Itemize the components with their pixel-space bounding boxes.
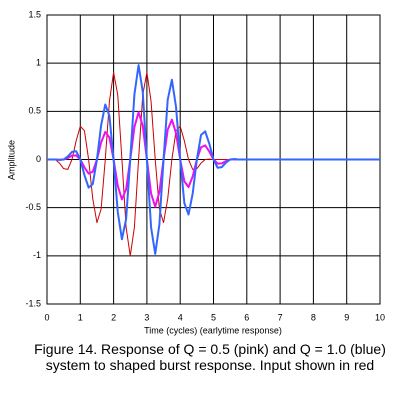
data-line [46, 71, 380, 257]
x-tick-label: 10 [375, 312, 385, 322]
x-tick-label: 3 [144, 312, 149, 322]
y-tick-label: -1 [33, 250, 41, 260]
y-tick-label: 0 [36, 154, 41, 164]
y-tick-label: 1.5 [28, 9, 41, 19]
y-tick-label: 0.5 [28, 106, 41, 116]
x-tick-label: 1 [78, 312, 83, 322]
x-tick-label: 9 [344, 312, 349, 322]
chart: Amplitude Time (cycles) (earlytime respo… [6, 9, 385, 335]
x-tick-label: 0 [44, 312, 49, 322]
y-axis-label: Amplitude [6, 140, 16, 180]
x-tick-label: 6 [244, 312, 249, 322]
x-tick-label: 8 [311, 312, 316, 322]
x-tick-label: 7 [278, 312, 283, 322]
data-line [47, 64, 380, 255]
x-tick-label: 2 [111, 312, 116, 322]
x-tick-label: 4 [178, 312, 183, 322]
x-tick-label: 5 [211, 312, 216, 322]
caption: Figure 14. Response of Q = 0.5 (pink) an… [34, 341, 386, 373]
y-tick-label: 1 [36, 58, 41, 68]
y-tick-label: -0.5 [25, 202, 41, 212]
y-tick-label: -1.5 [25, 298, 41, 308]
x-axis-label: Time (cycles) (earlytime response) [144, 325, 282, 335]
